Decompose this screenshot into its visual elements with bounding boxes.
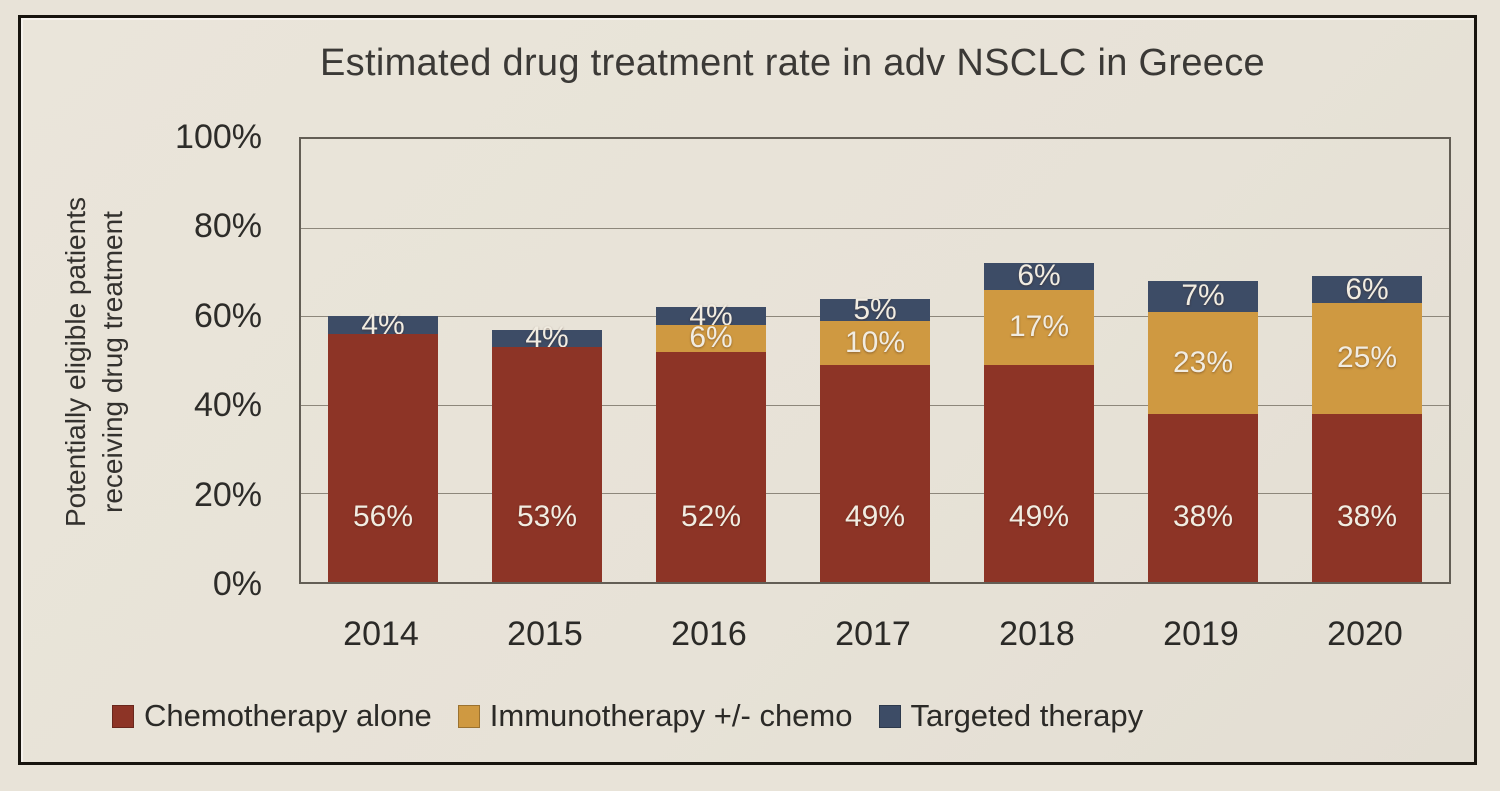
y-axis-title: Potentially eligible patients receiving …: [57, 122, 137, 602]
x-tick-label-2016: 2016: [671, 615, 747, 653]
y-tick-label: 20%: [193, 475, 262, 514]
bar-value-label: 10%: [844, 325, 906, 359]
legend-label-chemotherapy-alone: Chemotherapy alone: [144, 698, 432, 733]
legend-swatch-chemotherapy-alone: [112, 704, 134, 728]
bar-segment-targeted-therapy-2014: 4%: [328, 310, 438, 340]
y-axis-title-line2: receiving drug treatment: [97, 211, 128, 513]
bar-stack-2014: 56% 4%: [328, 310, 438, 582]
y-tick-label: 80%: [193, 207, 262, 246]
plot-area: 56% 4% 53% 4% 52% 6% 4% 49% 10% 5% 49% 17% 6% 38% 23% 7…: [299, 137, 1451, 584]
bar-segment-chemotherapy-alone-2014: [328, 333, 438, 582]
bar-value-label: 49%: [1008, 500, 1070, 533]
legend: Chemotherapy alone Immunotherapy +/- chem…: [112, 698, 1143, 734]
bar-stack-2019: 38% 23% 7%: [1148, 279, 1258, 582]
bar-segment-chemotherapy-alone-2019: [1148, 413, 1258, 582]
bar-segment-immunotherapy-chemo-2017: 10%: [820, 320, 930, 365]
bar-segment-immunotherapy-chemo-2018: 17%: [984, 289, 1094, 365]
bar-stack-2020: 38% 25% 6%: [1312, 272, 1422, 582]
bar-value-label: 53%: [516, 500, 578, 533]
bar-segment-chemotherapy-alone-2015: [492, 347, 602, 582]
bar-value-label: 52%: [680, 500, 742, 533]
y-tick-label: 40%: [193, 386, 262, 425]
y-tick-label: 100%: [175, 118, 262, 156]
gridline-80: [301, 227, 1449, 229]
bar-value-label: 6%: [1345, 272, 1389, 306]
legend-label-targeted-therapy: Targeted therapy: [910, 698, 1144, 733]
legend-swatch-targeted-therapy: [878, 704, 901, 728]
legend-item-immunotherapy-chemo: Immunotherapy +/- chemo: [457, 698, 853, 734]
bar-value-label: 6%: [1017, 259, 1061, 293]
bar-value-label: 6%: [689, 321, 733, 355]
bar-value-label: 56%: [352, 500, 414, 533]
x-tick-label-2019: 2019: [1163, 615, 1239, 653]
bar-segment-immunotherapy-chemo-2016: 6%: [656, 321, 766, 355]
legend-item-targeted-therapy: Targeted therapy: [878, 698, 1144, 734]
legend-item-chemotherapy-alone: Chemotherapy alone: [112, 698, 432, 734]
bar-segment-immunotherapy-chemo-2020: 25%: [1312, 302, 1422, 414]
chart-title: Estimated drug treatment rate in adv NSC…: [320, 42, 1265, 84]
bar-value-label: 23%: [1172, 345, 1234, 379]
x-tick-label-2017: 2017: [835, 615, 911, 653]
bar-value-label: 38%: [1172, 500, 1234, 533]
y-axis-ticks: 100% 80% 60% 40% 20% 0%: [150, 118, 262, 603]
bar-value-label: 17%: [1008, 310, 1070, 344]
x-tick-label-2015: 2015: [507, 615, 583, 653]
bar-segment-chemotherapy-alone-2017: [820, 364, 930, 582]
y-tick-label: 0%: [212, 565, 262, 603]
bar-segment-targeted-therapy-2015: 4%: [492, 323, 602, 353]
bar-value-label: 5%: [853, 292, 897, 326]
bar-segment-immunotherapy-chemo-2019: 23%: [1148, 311, 1258, 414]
bar-segment-targeted-therapy-2019: 7%: [1148, 279, 1258, 313]
y-axis-title-line1: Potentially eligible patients: [60, 197, 91, 527]
legend-swatch-immunotherapy-chemo: [457, 704, 480, 728]
bar-stack-2017: 49% 10% 5%: [820, 294, 930, 582]
bar-segment-chemotherapy-alone-2018: [984, 364, 1094, 582]
bar-stack-2015: 53% 4%: [492, 323, 602, 582]
x-axis-labels: 2014 2015 2016 2017 2018 2019 2020: [299, 615, 1451, 659]
bar-stack-2018: 49% 17% 6%: [984, 259, 1094, 582]
bar-value-label: 7%: [1181, 279, 1225, 313]
bar-segment-chemotherapy-alone-2016: [656, 351, 766, 582]
x-tick-label-2020: 2020: [1327, 615, 1403, 653]
bar-segment-targeted-therapy-2017: 5%: [820, 294, 930, 324]
x-tick-label-2014: 2014: [343, 615, 419, 653]
bar-value-label: 25%: [1336, 341, 1398, 375]
bar-value-label: 38%: [1336, 500, 1398, 533]
x-tick-label-2018: 2018: [999, 615, 1075, 653]
y-tick-label: 60%: [193, 296, 262, 335]
bar-stack-2016: 52% 6% 4%: [656, 301, 766, 582]
bar-value-label: 49%: [844, 500, 906, 533]
bar-segment-targeted-therapy-2018: 6%: [984, 259, 1094, 293]
legend-label-immunotherapy-chemo: Immunotherapy +/- chemo: [489, 698, 853, 733]
bar-segment-chemotherapy-alone-2020: [1312, 413, 1422, 582]
bar-segment-targeted-therapy-2020: 6%: [1312, 272, 1422, 306]
